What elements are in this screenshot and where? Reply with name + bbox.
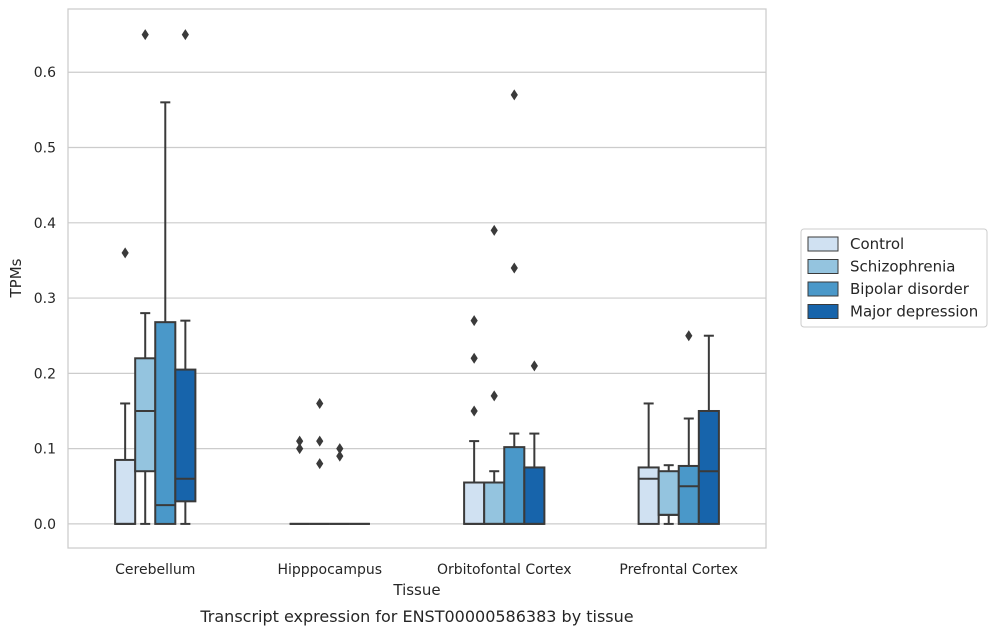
y-tick-label: 0.5 [34,141,56,157]
legend-label: Control [850,235,904,253]
box [503,89,526,525]
y-axis-label: TPMs [7,258,25,298]
legend: Control Schizophrenia Bipolar disorder Majo… [800,228,988,328]
category-group [463,89,546,525]
box-body [523,466,546,525]
flier-point [510,89,518,101]
category-group [289,397,370,525]
flier-point [470,405,478,417]
box-body [677,464,700,525]
box [657,464,680,525]
box [677,330,700,525]
legend-swatch [807,236,839,252]
category-group [114,29,197,525]
box [134,29,157,525]
box [174,29,197,525]
x-tick-label: Orbitofontal Cortex [437,562,572,578]
flier-point [336,450,344,462]
box-body [174,368,197,503]
box-body [114,458,137,525]
y-tick-label: 0.3 [34,291,56,307]
flier-point [316,458,324,470]
chart-caption: Transcript expression for ENST0000058638… [199,607,633,626]
flier-point [490,390,498,402]
flier-point [470,352,478,364]
flier-point [530,360,538,372]
flier-point [141,29,149,41]
x-axis-ticks: Cerebellum Hipppocampus Orbitofontal Corte… [115,562,738,578]
box [329,443,350,525]
box-body [134,357,157,473]
y-tick-label: 0.6 [34,65,56,81]
box-body [154,321,177,525]
legend-swatch [807,304,839,319]
flier-point [316,397,324,409]
legend-swatch [807,259,839,274]
legend-frame [800,228,988,328]
box [523,360,546,525]
box [697,334,720,525]
y-tick-label: 0.1 [34,442,56,458]
flier-point [336,443,344,455]
flier-point [296,435,304,447]
y-axis-ticks: 0.0 0.1 0.2 0.3 0.4 0.5 0.6 [34,65,56,533]
x-axis-label: Tissue [392,581,440,599]
legend-label: Bipolar disorder [850,280,970,298]
box [154,101,177,525]
flier-point [470,315,478,327]
box-body [463,481,486,525]
box-body [657,470,680,516]
flier-point [181,29,189,41]
box-groups [114,29,720,525]
legend-label: Schizophrenia [850,258,955,276]
box [309,397,330,525]
box-body [503,446,526,525]
box [637,402,660,525]
flier-point [490,224,498,236]
y-tick-label: 0.4 [34,216,56,232]
flier-point [685,330,693,342]
box-body [483,481,506,525]
y-tick-label: 0.0 [34,517,56,533]
box [463,315,486,525]
x-tick-label: Hipppocampus [277,562,382,578]
plot-frame [67,8,767,549]
x-tick-label: Prefrontal Cortex [619,562,738,578]
y-tick-label: 0.2 [34,366,56,382]
legend-swatch [807,281,839,297]
flier-point [510,262,518,274]
x-tick-label: Cerebellum [115,562,195,578]
category-group [637,330,720,525]
box [114,247,137,525]
flier-point [316,435,324,447]
flier-point [296,443,304,455]
box [289,435,310,525]
box-body [637,466,660,525]
flier-point [121,247,129,259]
box-body [697,409,720,525]
legend-label: Major depression [850,303,978,321]
